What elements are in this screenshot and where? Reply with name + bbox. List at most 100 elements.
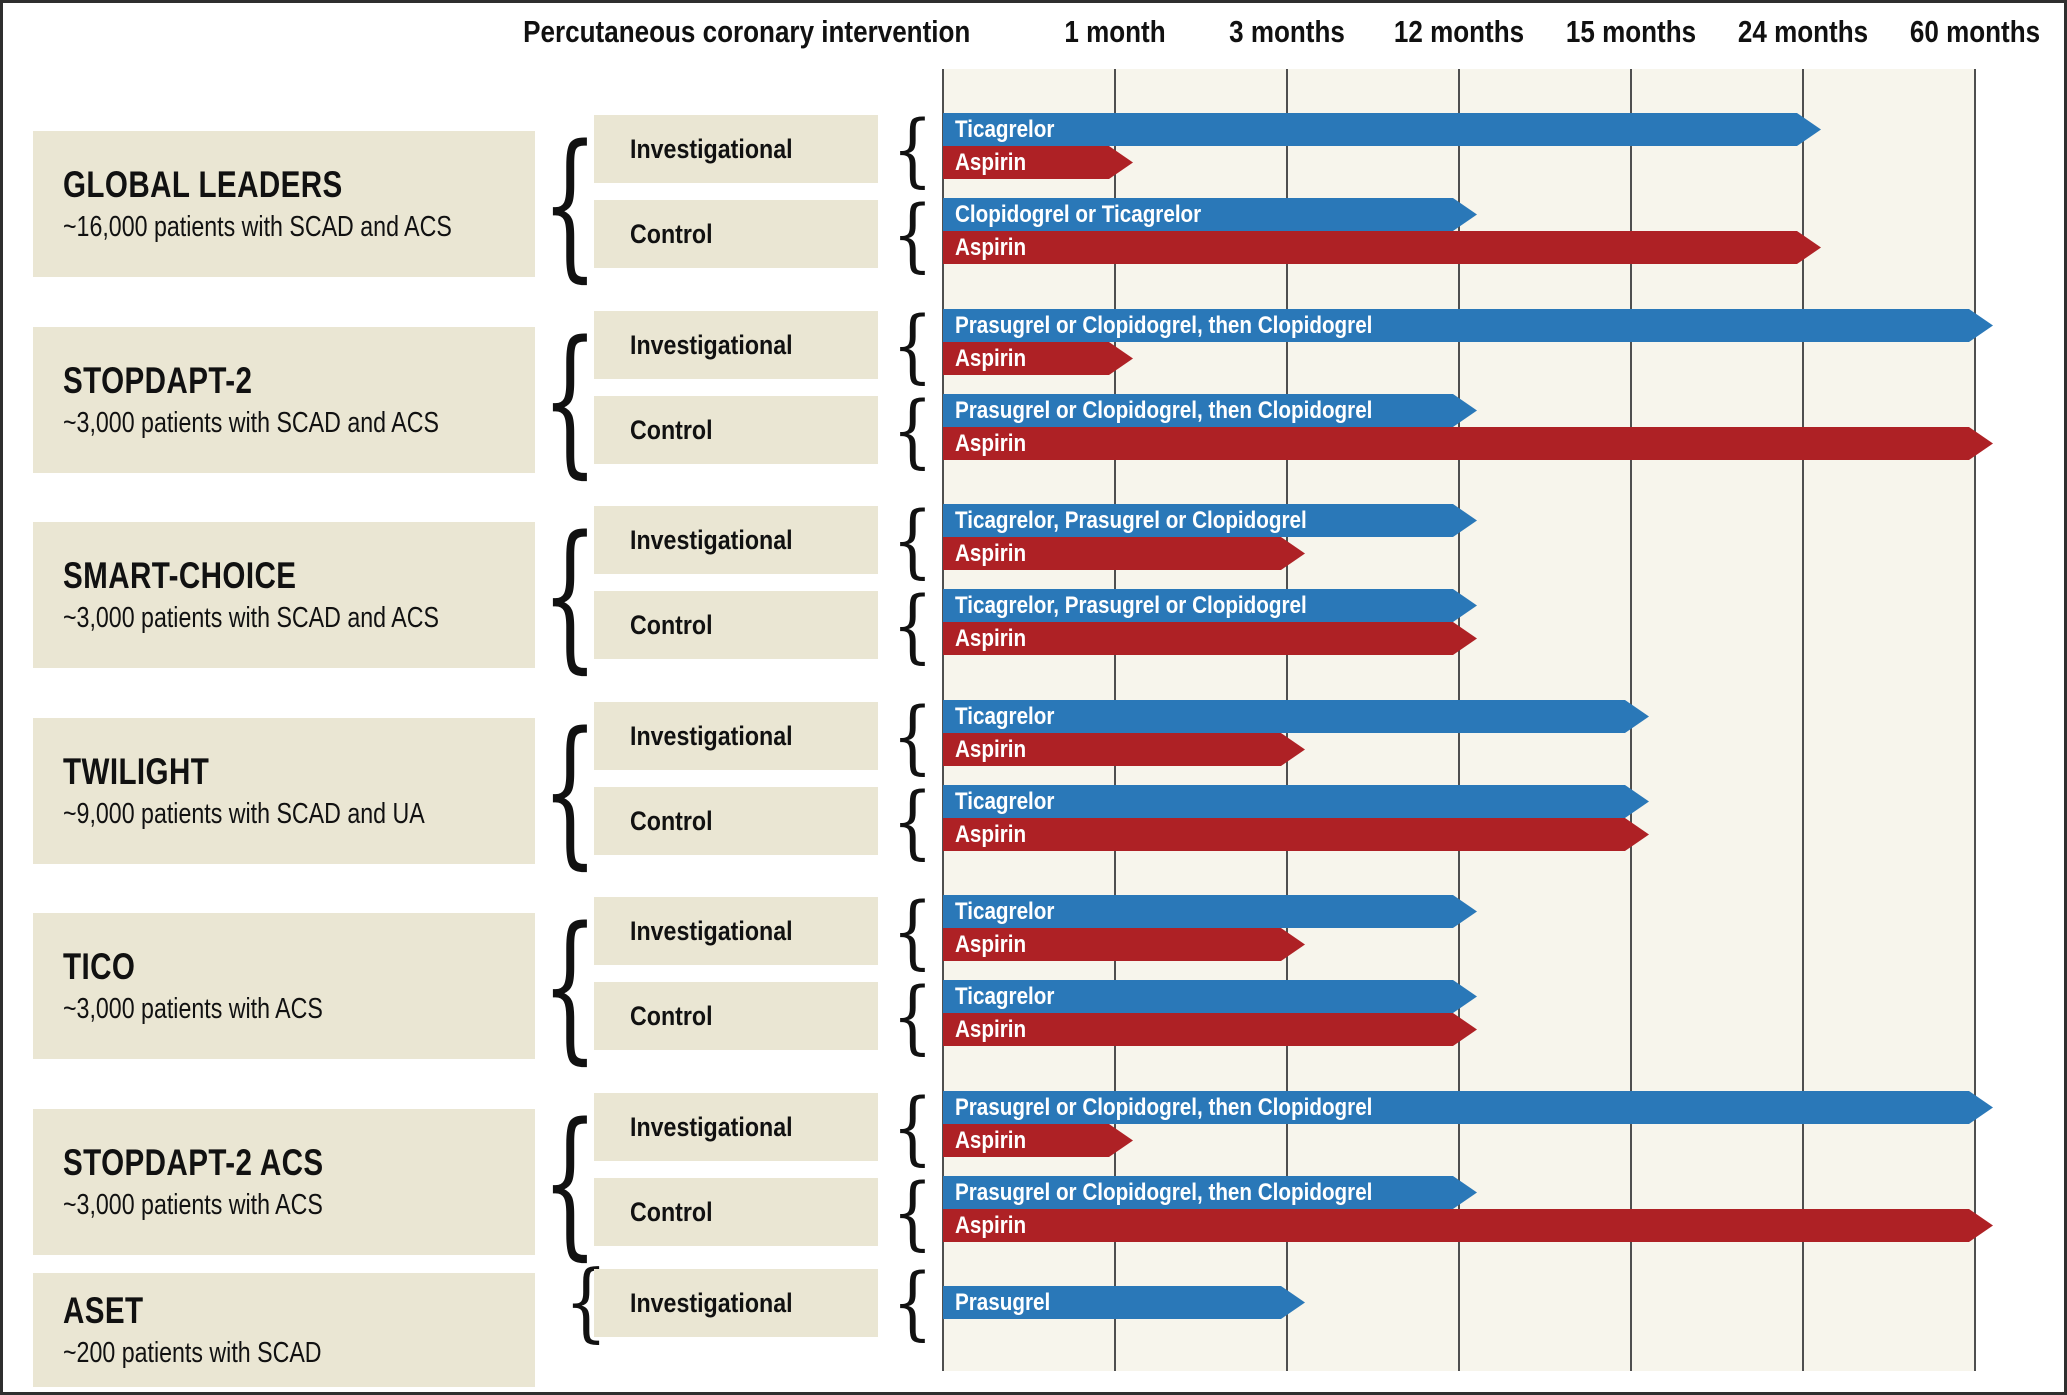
therapy-bar-label: Ticagrelor, Prasugrel or Clopidogrel [943,507,1364,535]
trial-name: GLOBAL LEADERS [63,162,535,208]
therapy-bar-label-text: Ticagrelor [955,702,1055,730]
therapy-bar-twilight-control-aspirin: Aspirin [943,818,1649,851]
curly-brace-glyph: { [891,188,933,281]
arm-label-text: Investigational [630,915,793,946]
arm-label: Investigational [630,330,819,361]
therapy-bar-label-text: Aspirin [955,148,1027,176]
trial-box-smart-choice: SMART-CHOICE ~3,000 patients with SCAD an… [33,522,535,668]
arm-box-twilight-investigational: Investigational [594,702,878,770]
therapy-bar-label-text: Prasugrel or Clopidogrel, then Clopidogr… [955,1093,1373,1121]
arm-brace-global-leaders-control: { [889,195,935,275]
curly-brace-glyph: { [891,775,933,868]
therapy-bar-label: Ticagrelor [943,703,1071,731]
therapy-bar-label-text: Prasugrel or Clopidogrel, then Clopidogr… [955,1178,1373,1206]
trial-population-text: ~3,000 patients with SCAD and ACS [63,602,439,634]
trial-population-text: ~3,000 patients with ACS [63,1189,323,1221]
curly-brace-glyph: { [542,501,599,688]
curly-brace-glyph: { [891,885,933,978]
trial-population: ~200 patients with SCAD [63,1334,535,1372]
arm-label-text: Investigational [630,720,793,751]
arm-label-text: Control [630,1000,713,1031]
therapy-bar-twilight-investigational-aspirin: Aspirin [943,733,1305,766]
therapy-bar-label-text: Prasugrel or Clopidogrel, then Clopidogr… [955,311,1373,339]
trial-population: ~9,000 patients with SCAD and UA [63,795,535,833]
therapy-bar-stopdapt-2-acs-investigational-prasugrel-or-clopidogrel-then-clopidogrel: Prasugrel or Clopidogrel, then Clopidogr… [943,1091,1993,1124]
curly-brace-glyph: { [542,892,599,1079]
arm-label-text: Control [630,609,713,640]
trial-population-text: ~16,000 patients with SCAD and ACS [63,211,452,243]
arm-brace-stopdapt-2-acs-control: { [889,1173,935,1253]
trial-box-stopdapt-2: STOPDAPT-2 ~3,000 patients with SCAD and … [33,327,535,473]
therapy-bar-label-text: Aspirin [955,624,1027,652]
arm-box-global-leaders-investigational: Investigational [594,115,878,183]
trial-name-text: TWILIGHT [63,751,210,792]
arm-label: Investigational [630,1112,819,1143]
therapy-bar-stopdapt-2-investigational-prasugrel-or-clopidogrel-then-clopidogrel: Prasugrel or Clopidogrel, then Clopidogr… [943,309,1993,342]
arm-brace-smart-choice-control: { [889,586,935,666]
trial-population: ~3,000 patients with SCAD and ACS [63,599,535,637]
therapy-bar-label: Aspirin [943,1212,1038,1240]
trial-population: ~16,000 patients with SCAD and ACS [63,208,535,246]
arm-label: Control [630,1001,726,1032]
trial-box-twilight: TWILIGHT ~9,000 patients with SCAD and UA [33,718,535,864]
arm-brace-stopdapt-2-control: { [889,391,935,471]
therapy-bar-twilight-investigational-ticagrelor: Ticagrelor [943,700,1649,733]
arm-label: Control [630,219,726,250]
trial-box-tico: TICO ~3,000 patients with ACS [33,913,535,1059]
therapy-bar-label: Aspirin [943,430,1038,458]
arm-label-text: Investigational [630,524,793,555]
axis-tick-label-3-months: 3 months [1229,14,1345,49]
therapy-bar-label-text: Ticagrelor [955,897,1055,925]
arm-label: Investigational [630,525,819,556]
therapy-bar-label-text: Aspirin [955,539,1027,567]
trial-name: STOPDAPT-2 [63,358,535,404]
pci-axis-title-text: Percutaneous coronary intervention [522,14,970,49]
trial-population: ~3,000 patients with ACS [63,990,535,1028]
therapy-bar-label: Ticagrelor [943,788,1071,816]
curly-brace-glyph: { [542,306,599,493]
trial-box-stopdapt-2-acs: STOPDAPT-2 ACS ~3,000 patients with ACS [33,1109,535,1255]
arm-box-aset-investigational: Investigational [594,1269,878,1337]
curly-brace-glyph: { [542,697,599,884]
outer-brace-twilight: { [542,711,598,871]
therapy-bar-stopdapt-2-investigational-aspirin: Aspirin [943,342,1133,375]
outer-brace-stopdapt-2: { [542,320,598,480]
trial-box-global-leaders: GLOBAL LEADERS ~16,000 patients with SCAD… [33,131,535,277]
therapy-bar-global-leaders-control-clopidogrel-or-ticagrelor: Clopidogrel or Ticagrelor [943,198,1477,231]
arm-box-global-leaders-control: Control [594,200,878,268]
therapy-bar-global-leaders-investigational-aspirin: Aspirin [943,146,1133,179]
curly-brace-glyph: { [891,103,933,196]
therapy-bar-aset-investigational-prasugrel: Prasugrel [943,1286,1305,1319]
trial-population: ~3,000 patients with ACS [63,1186,535,1224]
therapy-bar-label-text: Ticagrelor [955,115,1055,143]
therapy-bar-stopdapt-2-acs-control-prasugrel-or-clopidogrel-then-clopidogrel: Prasugrel or Clopidogrel, then Clopidogr… [943,1176,1477,1209]
therapy-bar-label-text: Ticagrelor, Prasugrel or Clopidogrel [955,591,1307,619]
outer-brace-tico: { [542,906,598,1066]
therapy-bar-global-leaders-control-aspirin: Aspirin [943,231,1821,264]
arm-box-twilight-control: Control [594,787,878,855]
arm-box-stopdapt-2-acs-control: Control [594,1178,878,1246]
therapy-bar-label: Aspirin [943,1016,1038,1044]
arm-label-text: Investigational [630,1111,793,1142]
therapy-bar-label: Aspirin [943,234,1038,262]
therapy-bar-label-text: Aspirin [955,233,1027,261]
curly-brace-glyph: { [542,110,599,297]
arm-box-tico-investigational: Investigational [594,897,878,965]
arm-label-text: Control [630,414,713,445]
trial-name-text: STOPDAPT-2 [63,360,253,401]
arm-label: Investigational [630,1288,819,1319]
trial-name: TWILIGHT [63,749,535,795]
arm-label: Control [630,610,726,641]
therapy-bar-label: Aspirin [943,931,1038,959]
arm-box-smart-choice-control: Control [594,591,878,659]
therapy-bar-label: Aspirin [943,821,1038,849]
therapy-bar-label: Ticagrelor [943,116,1071,144]
arm-label: Investigational [630,916,819,947]
therapy-bar-tico-investigational-ticagrelor: Ticagrelor [943,895,1477,928]
trial-name: ASET [63,1288,535,1334]
therapy-bar-label: Aspirin [943,149,1038,177]
therapy-bar-label-text: Aspirin [955,1211,1027,1239]
gridline [1802,69,1804,1371]
trial-name: SMART-CHOICE [63,553,535,599]
